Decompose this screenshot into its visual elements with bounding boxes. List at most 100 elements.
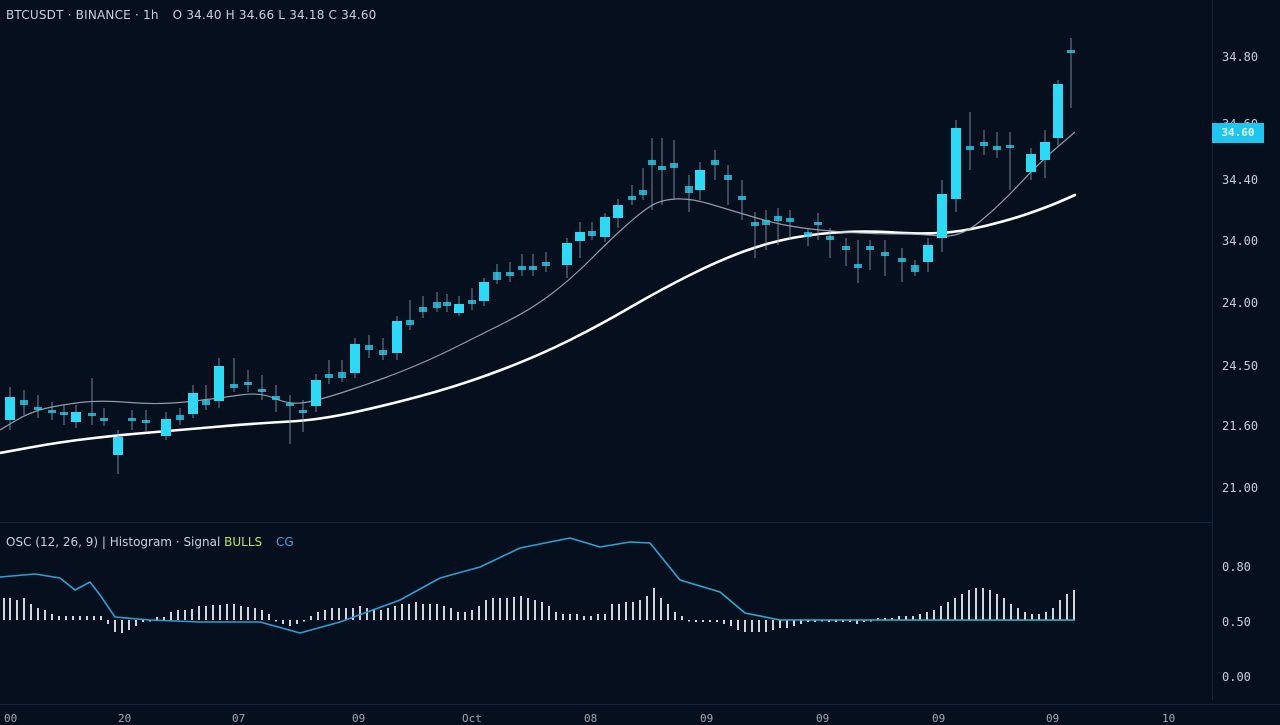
panel-divider[interactable] xyxy=(0,522,1212,523)
time-axis-label: 20 xyxy=(118,712,132,725)
candle-body xyxy=(379,350,387,355)
candle-body xyxy=(468,300,476,304)
candle-body xyxy=(113,437,123,455)
candle-body xyxy=(1040,142,1050,160)
candle-body xyxy=(804,232,812,237)
candle-body xyxy=(230,384,238,388)
candle-body xyxy=(88,413,96,416)
oscillator-highlight: BULLS xyxy=(224,535,263,549)
axis-label: 21.00 xyxy=(1222,481,1259,495)
candle-body xyxy=(142,420,150,423)
oscillator-header: OSC (12, 26, 9) | Histogram · Signal BUL… xyxy=(6,535,294,549)
candle-body xyxy=(392,321,402,353)
axis-label: 24.00 xyxy=(1222,296,1259,310)
candle-body xyxy=(479,282,489,301)
candle-body xyxy=(711,160,719,165)
last-price-badge: 34.60 xyxy=(1212,123,1264,143)
candle-body xyxy=(5,397,15,420)
candle-body xyxy=(774,216,782,221)
candle-body xyxy=(529,266,537,270)
time-axis-label: 08 xyxy=(584,712,598,725)
candle-body xyxy=(1006,145,1014,148)
candle-body xyxy=(937,194,947,238)
axis-label: 24.50 xyxy=(1222,359,1259,373)
time-axis-label: 09 xyxy=(1046,712,1060,725)
axis-label: 0.50 xyxy=(1222,615,1251,629)
time-axis-label: Oct xyxy=(462,712,482,725)
candle-body xyxy=(71,412,81,422)
candle-body xyxy=(100,418,108,421)
candle-body xyxy=(648,160,656,165)
candle-body xyxy=(600,217,610,237)
candle-body xyxy=(176,415,184,420)
candle-body xyxy=(814,222,822,225)
candle-body xyxy=(128,418,136,421)
candle-body xyxy=(966,146,974,150)
time-axis-label: 10 xyxy=(1162,712,1176,725)
candle-body xyxy=(1067,50,1075,53)
axis-label: 34.40 xyxy=(1222,173,1259,187)
candle-body xyxy=(406,320,414,325)
oscillator-params: Histogram · Signal xyxy=(109,535,221,549)
ma-slow-line xyxy=(0,193,1077,455)
candle-body xyxy=(762,220,770,225)
candle-body xyxy=(911,265,919,272)
candle-body xyxy=(613,205,623,218)
price-axis[interactable] xyxy=(1212,0,1280,700)
candle-body xyxy=(1053,84,1063,138)
candle-body xyxy=(575,232,585,241)
axis-label: 21.60 xyxy=(1222,419,1259,433)
candle-body xyxy=(454,304,464,313)
candle-body xyxy=(433,302,441,308)
candle-body xyxy=(695,170,705,190)
candle-body xyxy=(826,236,834,240)
time-axis-label: 09 xyxy=(816,712,830,725)
candle-body xyxy=(866,246,874,250)
time-axis-label: 00 xyxy=(4,712,18,725)
candle-body xyxy=(365,345,373,350)
candle-body xyxy=(338,372,346,378)
candle-body xyxy=(493,272,501,280)
candle-body xyxy=(1026,154,1036,172)
candle-body xyxy=(161,419,171,436)
candle-body xyxy=(562,243,572,265)
candle-body xyxy=(188,393,198,414)
candle-body xyxy=(419,307,427,312)
candle-body xyxy=(951,128,961,199)
candle-body xyxy=(506,272,514,276)
candle-body xyxy=(350,344,360,373)
time-axis-label: 09 xyxy=(700,712,714,725)
symbol-title[interactable]: BTCUSDT · BINANCE · 1h xyxy=(6,8,159,22)
candle-body xyxy=(588,231,596,236)
time-axis-label: 09 xyxy=(352,712,366,725)
candle-body xyxy=(443,302,451,306)
candle-body xyxy=(258,389,266,392)
candle-body xyxy=(272,396,280,400)
candle-body xyxy=(639,190,647,195)
candle-body xyxy=(628,196,636,200)
ma-fast-line xyxy=(0,131,1076,431)
candle-body xyxy=(923,245,933,262)
candle-body xyxy=(48,410,56,413)
candle-body xyxy=(286,403,294,406)
candle-body xyxy=(658,166,666,170)
oscillator-label[interactable]: OSC (12, 26, 9) xyxy=(6,535,99,549)
axis-label: 34.00 xyxy=(1222,234,1259,248)
candle-body xyxy=(670,163,678,168)
axis-label: 34.80 xyxy=(1222,50,1259,64)
candle-body xyxy=(244,382,252,385)
candle-body xyxy=(214,366,224,401)
candle-body xyxy=(751,222,759,226)
time-axis-label: 07 xyxy=(232,712,246,725)
time-axis-label: 09 xyxy=(932,712,946,725)
candle-body xyxy=(311,380,321,406)
ohlc-values: O 34.40 H 34.66 L 34.18 C 34.60 xyxy=(172,8,377,22)
time-axis-divider xyxy=(0,704,1280,705)
candle-body xyxy=(518,266,526,270)
chart-header: BTCUSDT · BINANCE · 1h O 34.40 H 34.66 L… xyxy=(6,8,377,22)
candle-body xyxy=(325,374,333,378)
candle-body xyxy=(202,400,210,405)
candle-body xyxy=(724,175,732,180)
candle-body xyxy=(881,252,889,256)
